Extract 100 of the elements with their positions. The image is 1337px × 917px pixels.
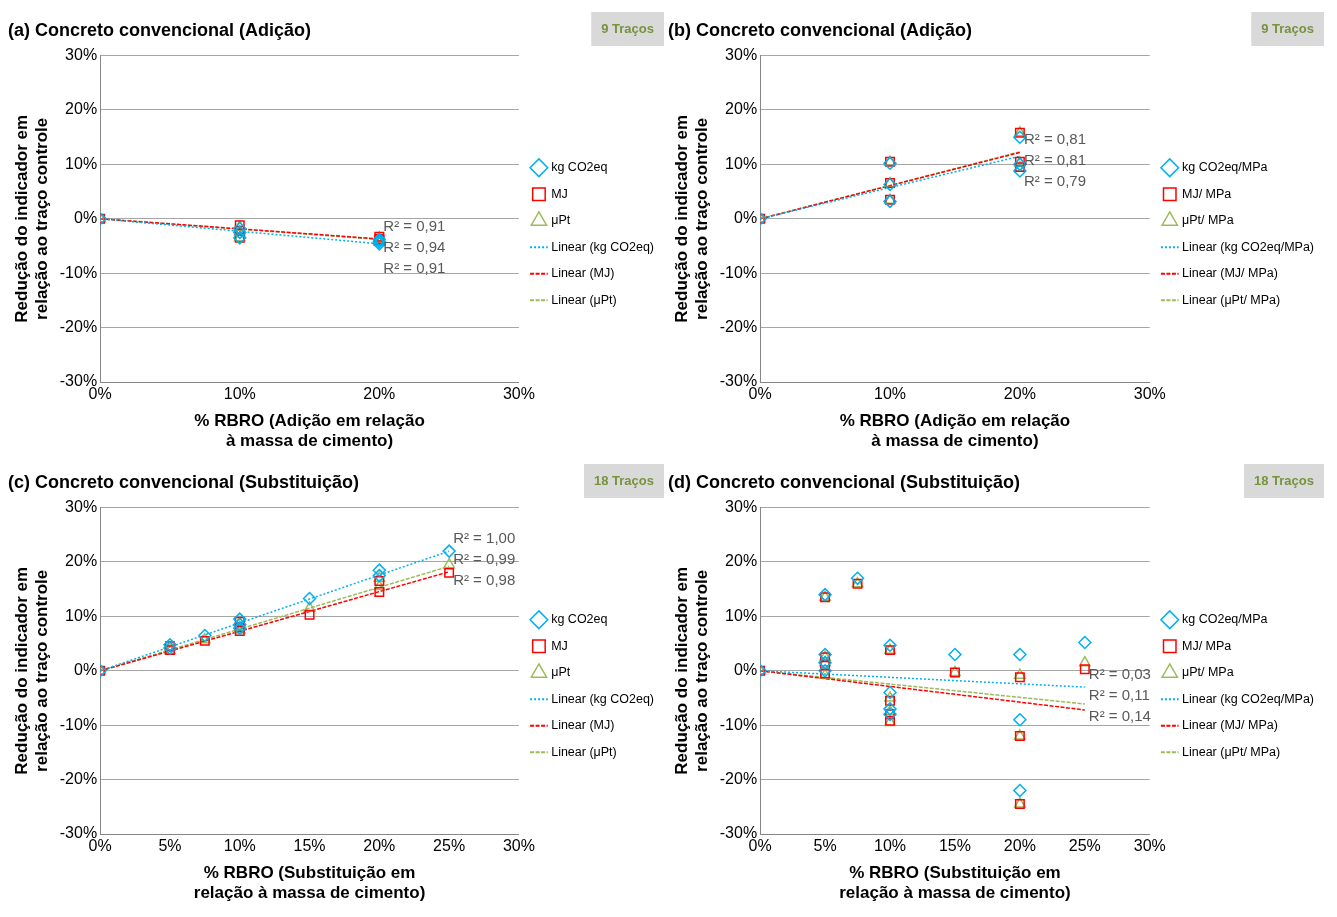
y-tick-label: 0% [74,661,98,679]
legend-label: kg CO2eq/MPa [1182,160,1268,175]
x-tick-label: 10% [874,837,907,855]
annotation: R² = 1,00 [453,529,516,547]
point [443,557,456,569]
legend-label: Linear (μPt) [551,292,617,307]
x-axis-title: % RBRO (Substituição em relação à massa de cimento) [193,863,426,903]
y-tick-label: 10% [725,154,758,172]
x-axis-title: % RBRO (Substituição em relação à massa de cimento) [839,863,1071,903]
legend-label: MJ [551,638,568,653]
legend-label: Linear (MJ) [551,718,615,733]
y-axis-title: Redução do indicador em relação ao traço controle [671,114,712,323]
point [883,156,897,171]
y-tick-label: 30% [725,46,758,64]
point [372,563,387,577]
x-tick-label: 10% [223,385,256,403]
legend-label: μPt [551,665,571,680]
x-tick-label: 30% [502,837,535,855]
legend-label: Linear (MJ/ MPa) [1182,718,1278,733]
x-tick-label: 25% [433,837,466,855]
point [885,695,896,706]
point [373,579,386,591]
x-tick-label: 0% [88,837,112,855]
y-tick-label: 30% [65,498,98,516]
annotation: R² = 0,03 [1088,665,1151,683]
point [1078,635,1092,650]
x-tick-label: 30% [1133,837,1166,855]
text: 9 Traços [601,20,655,36]
x-tick-label: 30% [502,385,535,403]
point [302,591,317,606]
x-tick-label: 15% [938,837,971,855]
legend-label: kg CO2eq [551,612,608,627]
y-axis-title: Redução do indicador em relação ao traço controle [671,566,712,775]
x-tick-label: 10% [223,837,256,855]
text: 18 Traços [1254,472,1315,488]
point [883,638,897,652]
y-tick-label: -10% [719,263,758,281]
annotation: R² = 0,14 [1088,707,1151,725]
point [303,601,316,612]
legend-label: μPt [551,213,571,228]
point [883,177,897,192]
legend-label: Linear (kg CO2eq/MPa) [1182,691,1315,706]
text: 18 Traços [594,472,655,488]
legend-label: Linear (kg CO2eq/MPa) [1182,239,1315,254]
point [442,544,456,558]
y-tick-label: 10% [725,606,758,624]
legend-label: MJ [551,186,568,201]
legend-label: Linear (kg CO2eq) [551,239,654,254]
chart-title: (c) Concreto convencional (Substituição) [8,471,360,492]
legend-label: μPt/ MPa [1182,213,1234,228]
x-tick-label: 20% [1003,385,1036,403]
chart-title: (d) Concreto convencional (Substituição) [668,471,1021,492]
annotation: R² = 0,91 [383,217,446,235]
y-tick-label: -10% [719,715,758,733]
x-tick-label: 0% [748,837,772,855]
point [444,567,455,578]
y-axis-title: Redução do indicador em relação ao traço controle [11,566,52,775]
annotation: R² = 0,81 [1023,130,1087,148]
chart-title: (a) Concreto convencional (Adição) [8,19,312,40]
point [1013,783,1027,798]
point [198,628,212,643]
legend-label: MJ/ MPa [1182,186,1232,201]
point [1014,672,1025,683]
point [374,576,385,587]
point [374,586,385,597]
annotation: R² = 0,11 [1088,686,1150,704]
point [1013,164,1027,178]
y-tick-label: -20% [719,770,758,788]
legend-label: MJ/ MPa [1182,638,1232,653]
x-axis-title: % RBRO (Adição em relação à massa de cimento) [839,411,1071,451]
y-tick-label: -20% [59,318,98,336]
y-tick-label: -20% [719,318,758,336]
point [1013,647,1027,662]
point [1013,713,1027,727]
y-tick-label: 0% [74,209,98,227]
point [850,571,865,586]
x-tick-label: 25% [1068,837,1101,855]
y-tick-label: 0% [734,661,758,679]
annotation: R² = 0,99 [453,550,516,568]
x-axis-title: % RBRO (Adição em relação à massa de cimento) [194,411,425,451]
text: 9 Traços [1261,20,1315,36]
x-tick-label: 15% [293,837,326,855]
legend-label: μPt/ MPa [1182,665,1234,680]
legend-label: Linear (kg CO2eq) [551,691,654,706]
x-tick-label: 20% [363,837,396,855]
y-tick-label: 10% [65,606,98,624]
x-tick-label: 20% [363,385,396,403]
point [232,225,247,240]
y-tick-label: -10% [59,263,98,281]
y-axis-title: Redução do indicador em relação ao traço controle [11,114,52,323]
annotation: R² = 0,81 [1023,151,1087,169]
legend-label: Linear (μPt) [551,744,617,759]
legend-label: Linear (MJ) [551,266,615,281]
x-tick-label: 5% [158,837,182,855]
x-tick-label: 5% [813,837,837,855]
point [1078,655,1091,667]
x-tick-label: 10% [874,385,907,403]
point [820,660,831,671]
point [884,691,896,702]
point [883,194,897,209]
